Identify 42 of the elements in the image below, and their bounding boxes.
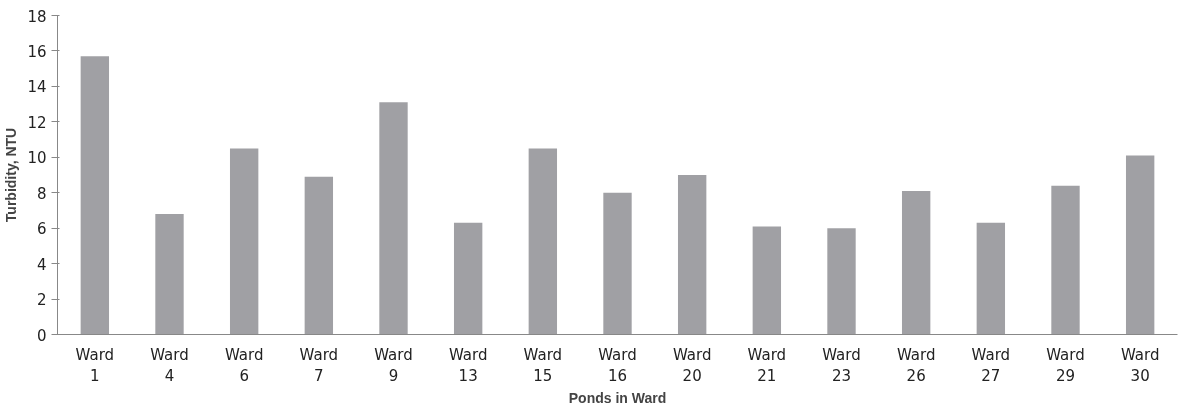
x-tick-label: Ward 4 (150, 345, 189, 386)
y-tick-label: 2 (36, 291, 47, 310)
bar (976, 222, 1006, 335)
x-axis-title: Ponds in Ward (568, 390, 667, 407)
bar (603, 192, 632, 335)
x-tick-label: Ward 29 (1046, 345, 1085, 386)
x-tick-label: Ward 26 (896, 345, 936, 386)
x-tick-label: Ward 7 (299, 345, 339, 386)
bar (155, 213, 184, 335)
bar (304, 176, 334, 335)
x-tick-label: Ward 30 (1120, 345, 1160, 386)
y-axis-title: Turbidity, NTU (3, 127, 20, 223)
bar (1051, 185, 1080, 335)
bar (80, 56, 110, 335)
bar (229, 148, 259, 335)
y-tick-label: 6 (36, 220, 47, 239)
bar (1125, 155, 1155, 335)
x-tick-label: Ward 20 (672, 345, 712, 386)
bar (677, 175, 707, 335)
bar (827, 228, 856, 335)
x-tick-label: Ward 1 (75, 345, 115, 386)
y-tick-label: 8 (36, 184, 47, 203)
bar (901, 190, 931, 335)
x-tick-label: Ward 13 (448, 345, 488, 386)
y-tick-label: 10 (27, 149, 47, 168)
y-tick-label: 18 (27, 7, 47, 26)
x-tick-label: Ward 15 (523, 345, 563, 386)
y-tick-label: 14 (27, 78, 47, 97)
bar (379, 102, 408, 335)
y-tick-label: 4 (36, 255, 47, 274)
bar (528, 148, 558, 335)
x-tick-label: Ward 16 (598, 345, 637, 386)
x-tick-label: Ward 6 (224, 345, 264, 386)
y-tick-label: 16 (27, 42, 47, 61)
y-tick-label: 0 (36, 326, 47, 345)
bar (453, 222, 483, 335)
x-tick-label: Ward 21 (747, 345, 787, 386)
bar (752, 226, 782, 335)
x-tick-label: Ward 27 (971, 345, 1011, 386)
x-tick-label: Ward 23 (822, 345, 861, 386)
x-tick-label: Ward 9 (374, 345, 413, 386)
y-tick-label: 12 (27, 113, 47, 132)
